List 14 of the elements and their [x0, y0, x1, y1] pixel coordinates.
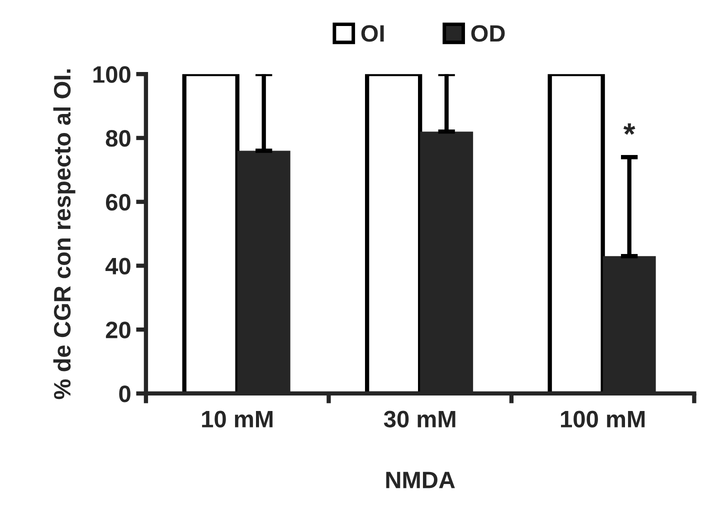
x-tick-label: 30 mM: [384, 410, 456, 428]
legend-label: OI: [361, 25, 384, 42]
legend-label: OD: [471, 25, 505, 42]
y-tick-label: 80: [106, 130, 130, 147]
y-tick-label: 40: [105, 258, 130, 275]
y-tick-label: 0: [119, 386, 130, 402]
y-tick-label: 60: [106, 194, 130, 211]
y-tick-label: 20: [106, 322, 130, 338]
y-axis-title: % de CGR con respecto al OI.: [53, 69, 76, 400]
x-axis-title: NMDA: [386, 472, 455, 488]
x-tick-label: 10 mM: [202, 410, 272, 428]
annotation: *: [623, 123, 636, 135]
x-tick-label: 100 mM: [561, 410, 645, 428]
y-tick-label: 100: [93, 66, 130, 83]
